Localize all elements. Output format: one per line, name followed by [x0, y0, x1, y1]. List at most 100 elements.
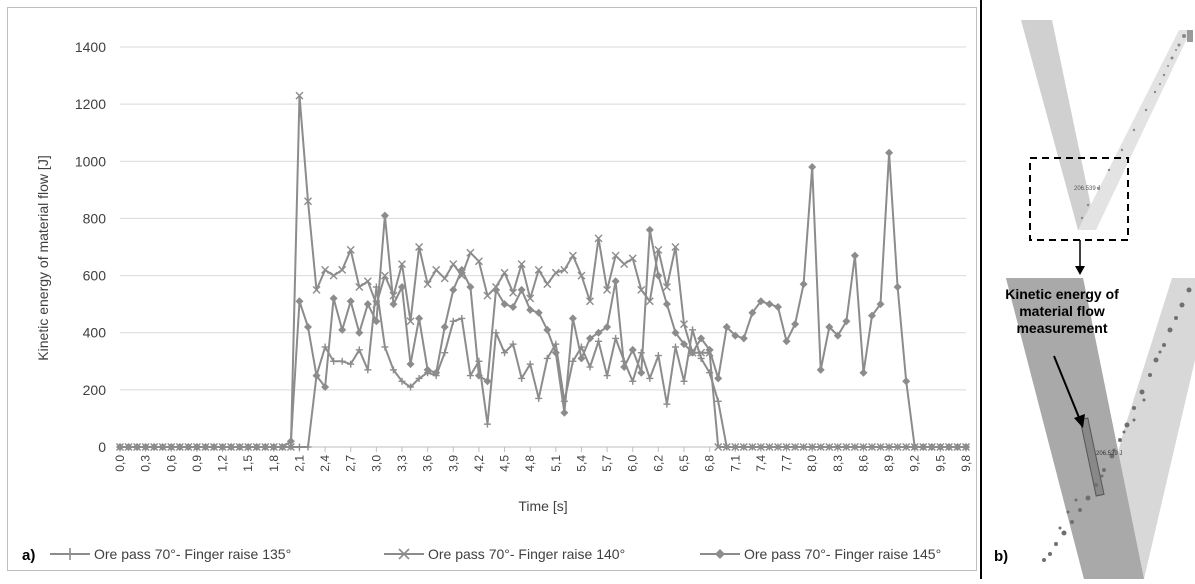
data-point-diamond [910, 443, 919, 451]
x-tick-label: 5,1 [549, 455, 563, 472]
data-point-diamond [440, 323, 449, 331]
data-point-x [363, 277, 372, 286]
data-point-diamond [175, 443, 184, 451]
data-point-x [876, 443, 885, 451]
data-point-diamond [244, 443, 253, 451]
data-point-x [406, 317, 415, 326]
data-point-x [509, 288, 518, 297]
data-point-diamond [150, 443, 159, 451]
x-tick-label: 7,7 [780, 455, 794, 472]
data-point-diamond [261, 443, 270, 451]
data-point-diamond [116, 443, 124, 451]
data-point-diamond [517, 285, 526, 294]
data-point-diamond [304, 323, 312, 331]
data-point-diamond [885, 148, 894, 157]
x-tick-label: 4,5 [498, 455, 512, 472]
data-point-x [662, 283, 671, 291]
data-point-diamond [312, 371, 321, 380]
data-point-diamond [774, 303, 782, 311]
data-point-x [500, 268, 509, 277]
data-point-x [825, 443, 834, 451]
data-point-diamond [603, 323, 612, 331]
data-point-diamond [731, 331, 740, 340]
data-point-x [474, 257, 483, 266]
data-point-diamond [936, 443, 945, 451]
data-point-x [850, 443, 859, 451]
data-point-diamond [184, 443, 193, 451]
data-point-diamond [825, 323, 834, 331]
data-point-x [902, 443, 911, 451]
data-point-x [586, 297, 594, 306]
data-point-diamond [432, 368, 441, 377]
data-point-diamond [688, 348, 697, 357]
data-point-x [816, 443, 825, 451]
annotation-arrow-head-icon [1074, 414, 1085, 428]
data-point-x [295, 91, 304, 100]
data-point-diamond [876, 300, 885, 309]
data-point-diamond [645, 225, 654, 234]
data-point-x [398, 260, 406, 269]
data-point-diamond [577, 354, 586, 363]
data-point-diamond [321, 383, 330, 391]
series-line-2 [120, 151, 966, 448]
x-tick-label: 4,8 [523, 455, 537, 472]
data-point-diamond [680, 340, 688, 349]
x-tick-label: 0,9 [190, 455, 204, 472]
data-point-x [312, 285, 321, 294]
x-tick-label: 9,2 [908, 455, 922, 472]
x-tick-label: 0,0 [113, 455, 127, 472]
data-point-diamond [722, 323, 731, 331]
legend-item-140: Ore pass 70°- Finger raise 140° [382, 546, 625, 562]
data-point-diamond [927, 443, 936, 451]
y-tick-label: 400 [83, 325, 107, 341]
data-point-diamond [962, 443, 970, 451]
data-point-diamond [269, 443, 278, 451]
data-point-diamond [449, 285, 458, 294]
data-point-diamond [833, 331, 842, 340]
data-point-x [645, 297, 654, 306]
data-point-x [346, 245, 355, 254]
zoom-arrow-head-icon [1075, 266, 1085, 275]
data-point-x [466, 248, 475, 257]
x-tick-label: 9,5 [933, 455, 947, 472]
panel-divider [980, 0, 982, 579]
data-point-x [483, 291, 492, 300]
energy-readout-large: 206.539 J [1096, 451, 1122, 457]
line-chart: 0 200 400 600 800 1000 1200 1400 0,0 0,3 0,6 0,9 1,… [35, 39, 973, 514]
legend-item-135: Ore pass 70°- Finger raise 135° [48, 546, 291, 562]
panel-a-label: a) [22, 547, 36, 564]
data-point-x [286, 443, 295, 451]
data-point-x [714, 443, 723, 451]
data-point-x [568, 251, 577, 260]
data-point-x [415, 243, 424, 251]
data-point-diamond [620, 363, 629, 371]
data-point-x [697, 348, 706, 357]
x-tick-label: 3,6 [421, 455, 435, 472]
data-point-diamond [868, 311, 876, 320]
data-point-diamond [286, 437, 295, 446]
data-point-diamond [167, 443, 176, 451]
data-point-diamond [850, 251, 859, 260]
x-tick-label: 0,3 [139, 455, 153, 472]
y-tick-label: 1000 [75, 153, 106, 169]
y-tick-label: 1400 [75, 39, 106, 55]
data-point-diamond [816, 365, 825, 374]
data-point-diamond [586, 334, 594, 343]
data-point-diamond [782, 337, 791, 346]
data-point-x [893, 443, 902, 451]
data-point-x [722, 443, 731, 451]
data-point-x [654, 245, 663, 254]
x-tick-label: 7,1 [728, 455, 742, 472]
data-point-x [774, 443, 782, 451]
data-point-diamond [705, 345, 714, 354]
data-point-diamond [363, 300, 372, 309]
ore-pass-shaft-small [1021, 20, 1096, 230]
data-point-diamond [457, 265, 466, 274]
data-point-x [534, 265, 543, 274]
data-point-x [833, 443, 842, 451]
panel-b-label: b) [994, 548, 1009, 565]
data-point-x [603, 285, 612, 294]
data-point-diamond [415, 314, 424, 323]
series-markers-2 [116, 148, 970, 451]
y-tick-label: 800 [83, 210, 107, 226]
